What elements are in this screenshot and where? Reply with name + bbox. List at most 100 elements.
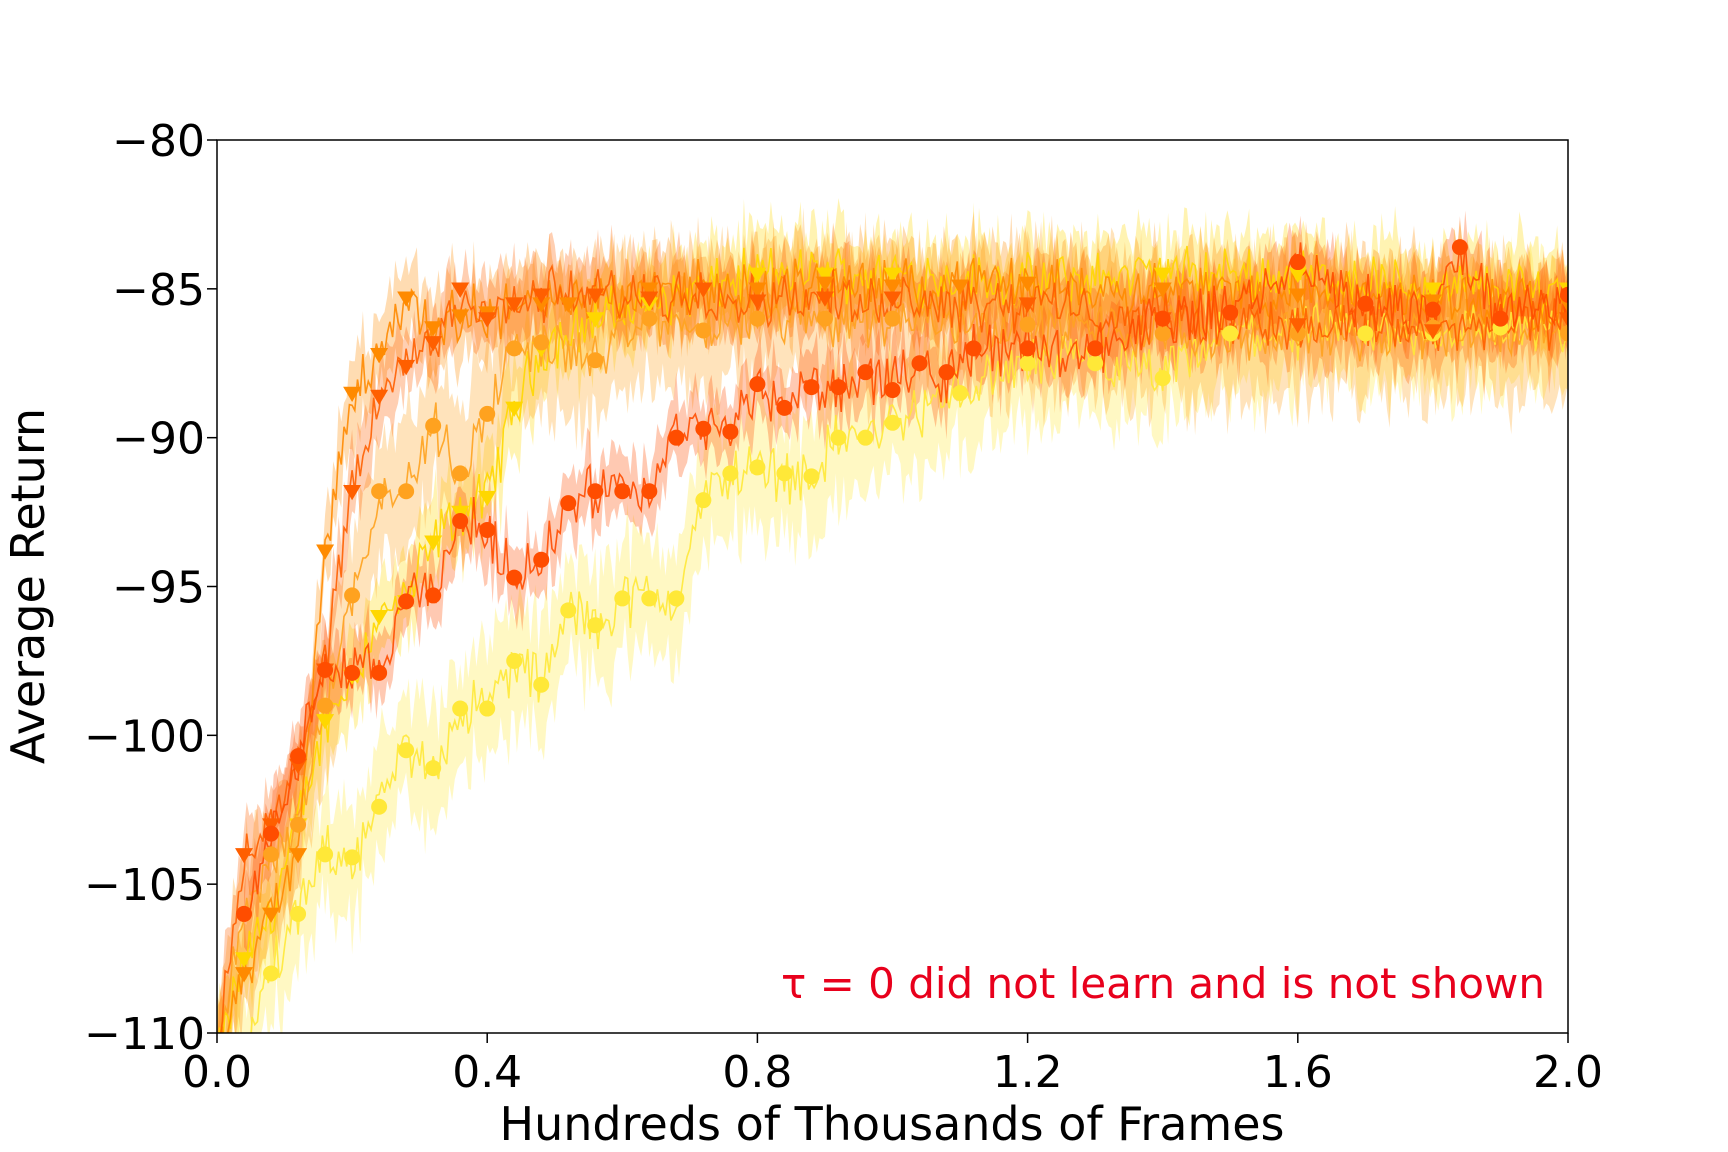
series-1-point-6 — [371, 798, 388, 815]
series-1-point-32 — [1357, 325, 1374, 342]
x-tick-label-1: 0.4 — [452, 1047, 522, 1098]
series-1-point-12 — [533, 676, 550, 693]
series-2-point-23 — [1560, 325, 1568, 342]
series-5-point-35 — [1451, 239, 1468, 256]
series-1-point-19 — [722, 465, 739, 482]
series-5-point-25 — [911, 355, 928, 372]
y-tick-label-5: −105 — [84, 860, 205, 911]
series-1-point-22 — [803, 468, 820, 485]
x-tick-label-4: 1.6 — [1263, 1047, 1333, 1098]
series-2-point-13 — [587, 352, 604, 369]
series-4-point-17 — [815, 291, 834, 307]
series-3-point-3 — [289, 848, 308, 864]
series-1-point-11 — [506, 652, 523, 669]
series-3-point-4 — [316, 544, 335, 560]
series-3-point-21 — [1018, 276, 1037, 292]
series-2-point-4 — [317, 697, 334, 714]
series-1-point-29 — [1154, 370, 1171, 387]
series-2-point-19 — [1019, 316, 1036, 333]
series-5-point-10 — [506, 569, 523, 586]
series-5-point-32 — [1289, 254, 1306, 271]
series-1-point-20 — [749, 459, 766, 476]
series-0-point-6 — [370, 609, 389, 626]
series-0-point-4 — [316, 714, 335, 730]
series-5-point-24 — [884, 382, 901, 399]
series-1-point-15 — [614, 590, 631, 607]
series-5-point-21 — [803, 379, 820, 396]
series-1-point-10 — [479, 700, 496, 717]
series-1-point-30 — [1222, 325, 1239, 342]
series-4-point-9 — [451, 282, 470, 298]
series-5-point-20 — [776, 399, 793, 416]
series-1-point-7 — [398, 742, 415, 759]
series-2-point-10 — [479, 405, 496, 422]
y-axis-ticks: −80 −85 −90 −95 −100 −105 −110 — [84, 116, 217, 1060]
series-2-point-12 — [533, 334, 550, 351]
series-1-point-4 — [317, 846, 334, 863]
series-2-point-15 — [695, 322, 712, 339]
y-tick-label-4: −100 — [84, 711, 205, 762]
series-4-point-6 — [370, 389, 389, 405]
y-tick-label-1: −85 — [112, 265, 205, 316]
y-axis-label: Average Return — [1, 408, 55, 764]
series-2-point-8 — [425, 417, 442, 434]
series-0-point-22 — [1423, 282, 1442, 298]
series-5-point-22 — [830, 379, 847, 396]
series-3-point-17 — [748, 282, 767, 298]
series-0-point-17 — [815, 267, 834, 283]
series-5-point-17 — [695, 420, 712, 437]
x-tick-label-5: 2.0 — [1533, 1047, 1603, 1098]
series-2-point-9 — [452, 465, 469, 482]
series-1-point-5 — [344, 849, 361, 866]
series-5-point-13 — [587, 483, 604, 500]
series-5-point-18 — [722, 423, 739, 440]
series-4-point-23 — [1559, 312, 1568, 328]
series-5-point-33 — [1357, 295, 1374, 312]
series-1-point-26 — [952, 385, 969, 402]
series-3-point-20 — [951, 279, 970, 295]
series-1-point-17 — [668, 590, 685, 607]
series-5-point-16 — [668, 429, 685, 446]
series-4-point-12 — [532, 288, 551, 304]
series-5-point-0 — [236, 905, 253, 922]
series-0-point-11 — [505, 401, 524, 417]
x-axis-ticks: 0.0 0.4 0.8 1.2 1.6 2.0 — [182, 1033, 1603, 1098]
series-3-point-23 — [1288, 288, 1307, 304]
series-5-point-28 — [1019, 340, 1036, 357]
series-1-point-16 — [641, 590, 658, 607]
series-5-point-2 — [290, 748, 307, 765]
x-tick-label-2: 0.8 — [722, 1047, 792, 1098]
series-3-point-19 — [883, 279, 902, 295]
series-4-point-10 — [478, 312, 497, 328]
series-1-point-21 — [776, 465, 793, 482]
series-5-point-4 — [344, 664, 361, 681]
series-2-point-7 — [398, 483, 415, 500]
x-axis-label: Hundreds of Thousands of Frames — [500, 1097, 1285, 1151]
series-3-point-9 — [451, 309, 470, 325]
series-lines — [218, 242, 1568, 1033]
series-3-point-15 — [640, 282, 659, 298]
series-4-point-11 — [505, 297, 524, 313]
y-tick-label-2: −90 — [112, 414, 205, 465]
series-5-point-15 — [641, 483, 658, 500]
series-3-point-1 — [235, 967, 254, 983]
series-4-point-16 — [748, 294, 767, 310]
series-3-point-2 — [262, 907, 281, 923]
series-2-point-5 — [344, 587, 361, 604]
series-4-point-19 — [1018, 297, 1037, 313]
series-3-point-12 — [532, 297, 551, 313]
series-4-point-21 — [1288, 318, 1307, 334]
series-4-point-7 — [397, 359, 416, 376]
series-5-point-9 — [479, 521, 496, 538]
series-2-point-3 — [290, 816, 307, 833]
series-0-point-13 — [586, 312, 605, 328]
annotation-tau-zero: τ = 0 did not learn and is not shown — [781, 959, 1545, 1008]
series-markers — [235, 239, 1568, 983]
series-1-point-9 — [452, 700, 469, 717]
series-2-point-17 — [816, 310, 833, 327]
series-3-point-22 — [1153, 282, 1172, 298]
series-5-point-12 — [560, 495, 577, 512]
series-5-point-29 — [1087, 340, 1104, 357]
series-5-point-19 — [749, 376, 766, 393]
series-3-point-13 — [559, 297, 578, 313]
